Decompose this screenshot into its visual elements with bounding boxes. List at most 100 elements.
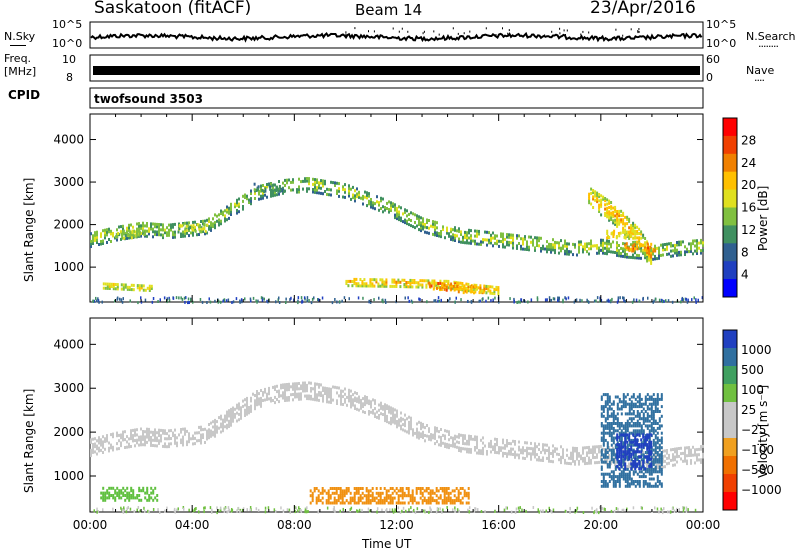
velocity-patch-cell — [632, 405, 635, 409]
velocity-cell — [694, 453, 696, 457]
velocity-patch-cell — [329, 501, 332, 505]
velocity-cell — [436, 429, 438, 433]
power-cell — [450, 227, 452, 231]
velocity-patch-cell — [612, 458, 615, 462]
power-cell — [485, 287, 488, 291]
power-cell — [418, 220, 420, 224]
velocity-patch-cell — [634, 467, 637, 471]
power-cell — [445, 279, 448, 283]
power-cell — [700, 249, 702, 253]
velocity-cell — [338, 394, 340, 398]
power-cell — [383, 284, 386, 288]
velocity-cell — [666, 456, 668, 460]
velocity-patch-cell — [638, 467, 641, 471]
velocity-ground-scatter — [456, 508, 459, 512]
velocity-ground-scatter — [267, 506, 270, 510]
velocity-patch-cell — [614, 443, 617, 447]
velocity-ground-scatter — [632, 506, 635, 510]
velocity-cell — [340, 397, 342, 401]
velocity-cell — [150, 430, 152, 434]
power-cell — [258, 190, 260, 194]
velocity-cell — [188, 432, 190, 436]
power-cell — [94, 233, 96, 237]
velocity-cell — [394, 421, 396, 425]
power-cell — [458, 229, 460, 233]
power-cell — [318, 186, 320, 190]
velocity-patch-cell — [116, 491, 119, 495]
velocity-cell — [368, 399, 370, 403]
velocity-cell — [414, 431, 416, 435]
power-cell — [546, 240, 548, 244]
velocity-patch-cell — [387, 501, 390, 505]
velocity-cell — [588, 461, 590, 465]
power-cell — [158, 233, 160, 237]
power-cell — [102, 286, 105, 290]
velocity-cell — [314, 385, 316, 388]
velocity-ground-scatter — [297, 509, 299, 513]
velocity-cell — [284, 396, 286, 400]
power-ground-scatter — [114, 299, 116, 303]
velocity-patch-cell — [626, 477, 629, 481]
velocity-patch-cell — [624, 443, 627, 447]
velocity-cell — [578, 454, 580, 458]
power-cell — [479, 284, 482, 288]
velocity-cell — [134, 433, 136, 437]
power-cell — [604, 199, 607, 203]
power-cell — [578, 245, 580, 249]
velocity-cell — [318, 383, 320, 387]
power-cell — [592, 244, 594, 248]
velocity-cell — [400, 424, 402, 428]
power-cell — [602, 246, 604, 250]
velocity-ground-scatter — [473, 510, 476, 513]
velocity-cell — [260, 404, 262, 408]
power-cell — [608, 242, 610, 246]
velocity-patch-cell — [445, 496, 448, 500]
power-ground-scatter — [241, 300, 243, 304]
velocity-patch-cell — [616, 447, 619, 451]
velocity-patch-cell — [626, 402, 629, 406]
velocity-patch-cell — [628, 405, 631, 409]
velocity-patch-cell — [148, 498, 151, 502]
power-hotspot-cell — [199, 224, 202, 228]
velocity-cell — [582, 446, 584, 450]
velocity-patch-cell — [632, 443, 635, 447]
power-cell — [369, 280, 372, 284]
velocity-patch-cell — [622, 431, 625, 435]
velocity-patch-cell — [415, 487, 418, 490]
power-hotspot-cell — [123, 236, 126, 240]
velocity-patch-cell — [606, 451, 609, 454]
velocity-patch-cell — [457, 496, 460, 500]
power-cell — [568, 252, 570, 256]
power-cell — [636, 225, 639, 229]
power-ground-scatter — [653, 299, 655, 303]
velocity-cell — [214, 429, 216, 433]
power-cell — [646, 253, 649, 257]
velocity-cell — [588, 445, 590, 449]
velocity-cell — [198, 439, 200, 443]
power-cell — [602, 195, 605, 199]
velocity-patch-cell — [608, 448, 611, 452]
velocity-cell — [122, 433, 124, 437]
velocity-patch-cell — [371, 491, 374, 495]
velocity-patch-cell — [616, 460, 619, 464]
power-cell — [616, 253, 618, 257]
velocity-cell — [394, 416, 396, 420]
velocity-cell — [310, 387, 312, 390]
power-ground-scatter — [175, 296, 178, 300]
power-cell — [357, 284, 360, 288]
power-cell — [464, 241, 466, 245]
velocity-patch-cell — [628, 417, 631, 421]
velocity-patch-cell — [108, 491, 111, 495]
velocity-patch-cell — [423, 496, 426, 500]
power-cell — [626, 222, 629, 226]
velocity-cell — [542, 445, 544, 449]
velocity-patch-cell — [612, 402, 615, 406]
velocity-cell — [176, 444, 178, 448]
velocity-cell — [168, 434, 170, 438]
velocity-cell — [592, 448, 594, 452]
velocity-patch-cell — [333, 487, 336, 490]
power-cell — [466, 233, 468, 237]
velocity-cell — [468, 447, 470, 451]
velocity-cell — [140, 427, 142, 431]
velocity-cell — [510, 447, 512, 451]
